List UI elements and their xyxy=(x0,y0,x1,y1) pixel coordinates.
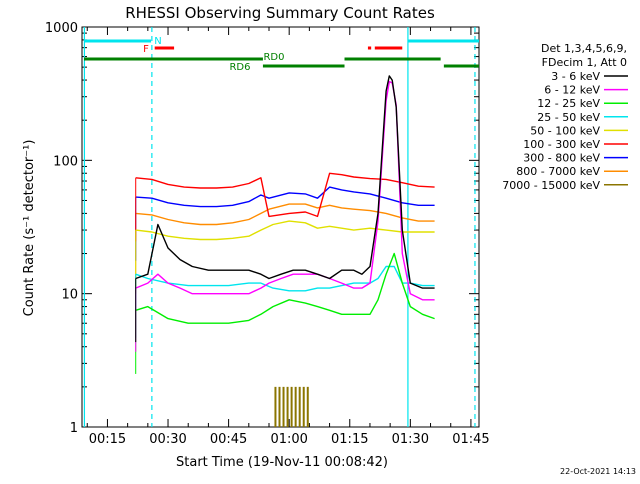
flag-label: F xyxy=(143,44,149,55)
series-line xyxy=(135,75,435,289)
series-line xyxy=(135,220,435,241)
flag-label: RD0 xyxy=(263,52,284,63)
y-axis-label: Count Rate (s⁻¹ detector⁻¹) xyxy=(22,140,37,317)
series-line xyxy=(135,265,435,292)
x-tick-label: 00:15 xyxy=(89,432,126,447)
legend-label: 300 - 800 keV xyxy=(523,152,600,165)
x-tick-label: 00:45 xyxy=(210,432,247,447)
flag-label: RD6 xyxy=(229,62,250,73)
x-tick-label: 01:15 xyxy=(331,432,368,447)
legend-label: 100 - 300 keV xyxy=(523,138,600,151)
legend-header: Det 1,3,4,5,6,9, FDecim 1, Att 0 xyxy=(541,42,627,69)
x-tick-label: 00:30 xyxy=(149,432,186,447)
legend-label: 3 - 6 keV xyxy=(551,70,600,83)
legend-label: 6 - 12 keV xyxy=(544,84,600,97)
legend-label: 25 - 50 keV xyxy=(537,111,600,124)
x-tick-label: 01:45 xyxy=(452,432,489,447)
series-line xyxy=(135,203,435,226)
y-tick-label: 10 xyxy=(61,288,78,303)
legend-header-line: Det 1,3,4,5,6,9, xyxy=(541,42,627,55)
chart-title: RHESSI Observing Summary Count Rates xyxy=(125,4,435,22)
plot-area: 00:15 00:30 00:45 01:00 01:15 01:30 01:45 1 10 10… xyxy=(45,21,490,447)
x-axis-label: Start Time (19-Nov-11 00:08:42) xyxy=(176,455,388,470)
legend-label: 50 - 100 keV xyxy=(530,124,600,137)
legend-header-line: FDecim 1, Att 0 xyxy=(542,56,627,69)
series-line xyxy=(135,252,435,324)
legend-label: 12 - 25 keV xyxy=(537,97,600,110)
footer-date: 22-Oct-2021 14:13 xyxy=(560,467,636,476)
x-tick-label: 01:00 xyxy=(270,432,307,447)
plot-frame xyxy=(81,26,480,428)
series-line xyxy=(135,186,435,208)
flag-label: N xyxy=(154,36,161,47)
legend-label: 7000 - 15000 keV xyxy=(502,179,600,192)
legend-label: 800 - 7000 keV xyxy=(516,165,600,178)
y-tick-label: 1 xyxy=(70,421,78,436)
x-tick-label: 01:30 xyxy=(392,432,429,447)
y-tick-label: 1000 xyxy=(45,21,78,36)
y-tick-label: 100 xyxy=(53,154,78,169)
